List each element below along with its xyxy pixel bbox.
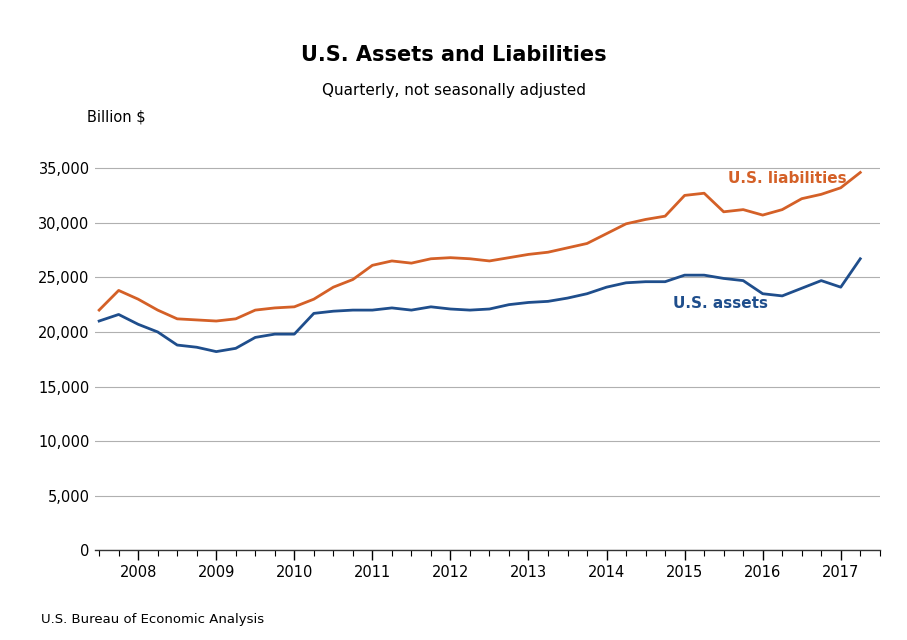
Text: U.S. Assets and Liabilities: U.S. Assets and Liabilities <box>301 45 606 65</box>
Text: U.S. liabilities: U.S. liabilities <box>727 172 846 186</box>
Text: U.S. Bureau of Economic Analysis: U.S. Bureau of Economic Analysis <box>41 613 264 626</box>
Text: Quarterly, not seasonally adjusted: Quarterly, not seasonally adjusted <box>321 83 586 98</box>
Text: U.S. assets: U.S. assets <box>673 296 768 311</box>
Text: Billion $: Billion $ <box>87 109 146 124</box>
